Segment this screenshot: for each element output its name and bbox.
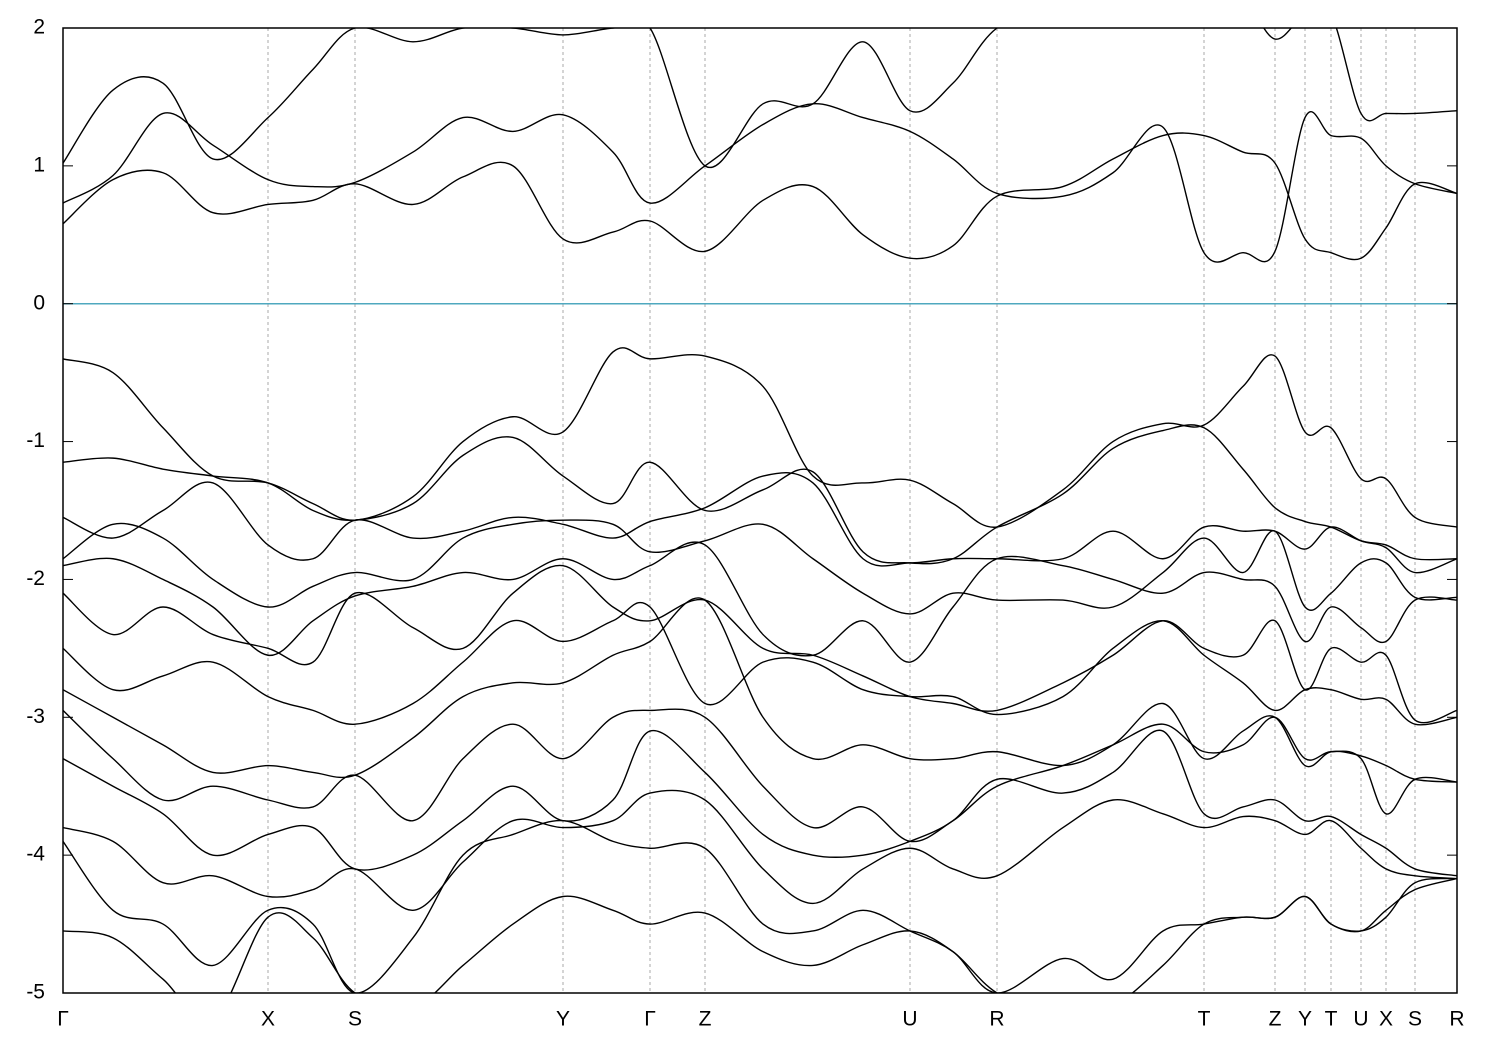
band-line (63, 472, 1457, 574)
band-line (63, 28, 1457, 169)
y-tick-label: 2 (33, 16, 45, 39)
band-line (63, 708, 1457, 843)
y-tick-label: 0 (33, 291, 45, 314)
x-tick-label: Γ (57, 1008, 69, 1031)
x-tick-label: R (1449, 1008, 1464, 1031)
x-tick-label: Z (699, 1008, 712, 1031)
x-tick-label: U (1353, 1008, 1368, 1031)
x-tick-label: Y (1298, 1008, 1312, 1031)
band-line (63, 347, 1457, 528)
x-tick-label: X (261, 1008, 275, 1031)
x-tick-label: X (1379, 1008, 1393, 1031)
band-line (63, 103, 1457, 263)
band-line (63, 789, 1457, 911)
y-tick-label: -2 (26, 567, 45, 590)
x-tick-label: T (1198, 1008, 1211, 1031)
band-line (63, 132, 1457, 261)
band-line (63, 541, 1457, 663)
plot-frame (62, 27, 1458, 994)
x-tick-label: R (989, 1008, 1004, 1031)
x-tick-label: Γ (644, 1008, 656, 1031)
band-line (63, 564, 1457, 724)
x-tick-label: Z (1269, 1008, 1282, 1031)
band-line (63, 877, 1457, 993)
labels: 210-1-2-3-4-5Γ X S Y Γ Z U R T Z Y T U X S R (26, 16, 1464, 1031)
y-tick-label: -4 (26, 843, 45, 866)
x-tick-label: U (902, 1008, 917, 1031)
band-line (63, 424, 1457, 565)
y-tick-label: -3 (26, 705, 45, 728)
grid (62, 28, 1458, 993)
band-line (63, 729, 1457, 877)
x-tick-label: S (348, 1008, 362, 1031)
band-line (63, 601, 1457, 726)
y-tick-label: -5 (26, 981, 45, 1004)
band-line (63, 819, 1457, 993)
x-tick-label: S (1408, 1008, 1422, 1031)
y-tick-label: -1 (26, 429, 45, 452)
bands (63, 28, 1457, 993)
band-line (63, 597, 1457, 783)
x-tick-label: T (1325, 1008, 1338, 1031)
x-tick-label: Y (556, 1008, 570, 1031)
y-tick-label: 1 (33, 153, 45, 176)
band-line (63, 519, 1457, 615)
